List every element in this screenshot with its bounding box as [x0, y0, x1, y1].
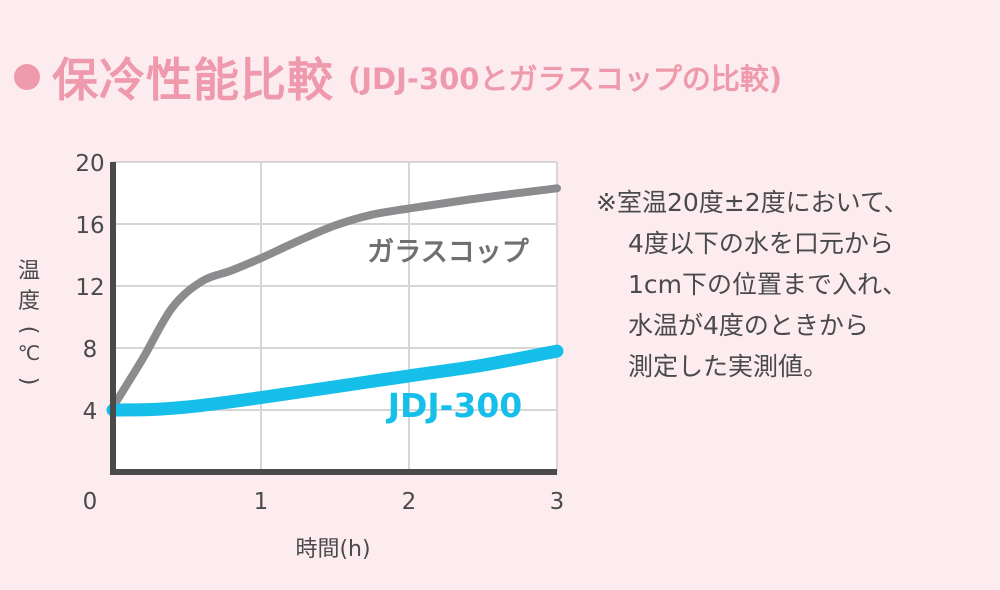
y-axis-label-char: 度 [18, 289, 40, 314]
y-tick-label: 8 [83, 337, 98, 363]
title-row: 保冷性能比較 (JDJ-300とガラスコップの比較) [14, 42, 782, 112]
x-tick-label: 2 [402, 489, 417, 515]
y-axis-label-char: ( [16, 326, 41, 335]
note-line: ※室温20度±2度において、 [596, 188, 909, 217]
y-axis-label-char: ℃ [18, 341, 40, 365]
y-tick-label: 4 [83, 399, 98, 425]
y-tick-label: 12 [75, 275, 104, 301]
measurement-note: ※室温20度±2度において、 4度以下の水を口元から 1cm下の位置まで入れ、 … [596, 182, 996, 387]
page-title: 保冷性能比較 [52, 53, 334, 107]
axes [110, 162, 557, 475]
series-layer [106, 184, 564, 417]
note-line: 4度以下の水を口元から [628, 229, 894, 258]
y-tick-label: 20 [75, 151, 104, 177]
y-axis-label-char: ) [16, 377, 41, 386]
series-line-jdj300 [106, 344, 564, 417]
note-line: 測定した実測値。 [628, 352, 829, 381]
x-tick-label: 1 [254, 489, 269, 515]
x-tick-label: 0 [83, 489, 98, 515]
note-line: 1cm下の位置まで入れ、 [628, 270, 908, 299]
series-label-glass: ガラスコップ [367, 237, 529, 268]
x-axis-label: 時間(h) [295, 537, 370, 562]
x-tick-label: 3 [550, 489, 565, 515]
y-axis-label-char: 温 [18, 259, 40, 284]
series-line-glass-cup [109, 184, 561, 411]
series-label-jdj: JDJ-300 [386, 386, 523, 425]
page-subtitle: (JDJ-300とガラスコップの比較) [348, 62, 783, 96]
title-bullet-icon [14, 64, 40, 90]
plot-area [113, 162, 557, 472]
note-line: 水温が4度のときから [628, 311, 869, 340]
y-tick-label: 16 [75, 213, 104, 239]
